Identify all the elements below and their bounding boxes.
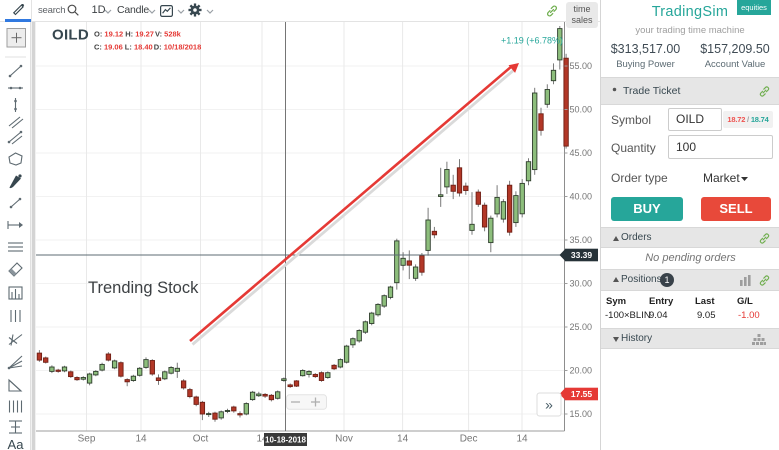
svg-text:+1.19 (+6.78%): +1.19 (+6.78%) xyxy=(501,36,563,46)
svg-text:25.00: 25.00 xyxy=(570,322,593,332)
svg-text:45.00: 45.00 xyxy=(570,148,593,158)
svg-text:30.00: 30.00 xyxy=(570,279,593,289)
svg-text:C: 19.06L: 18.40D: 10/18/2018: C: 19.06 L: 18.40D: 10/18/2018 xyxy=(94,43,201,52)
svg-text:»: » xyxy=(545,397,553,413)
svg-text:14: 14 xyxy=(516,434,528,445)
svg-text:20.00: 20.00 xyxy=(570,366,593,376)
svg-text:Oct: Oct xyxy=(193,434,209,445)
svg-text:50.00: 50.00 xyxy=(570,105,593,115)
svg-text:14: 14 xyxy=(397,434,409,445)
svg-text:Aa: Aa xyxy=(8,437,25,450)
svg-text:OILD: OILD xyxy=(52,27,89,44)
svg-text:Trending Stock: Trending Stock xyxy=(88,279,199,297)
svg-text:14: 14 xyxy=(135,434,147,445)
svg-text:17.55: 17.55 xyxy=(571,389,593,399)
svg-text:14: 14 xyxy=(256,434,268,445)
svg-text:15.00: 15.00 xyxy=(570,409,593,419)
svg-text:40.00: 40.00 xyxy=(570,192,593,202)
svg-text:33.39: 33.39 xyxy=(571,250,593,260)
svg-text:55.00: 55.00 xyxy=(570,61,593,71)
svg-text:10-18-2018: 10-18-2018 xyxy=(265,436,306,445)
svg-text:Dec: Dec xyxy=(460,434,478,445)
svg-text:35.00: 35.00 xyxy=(570,235,593,245)
svg-text:Sep: Sep xyxy=(78,434,96,445)
svg-text:O: 19.12H: 19.27V: 528k: O: 19.12 H: 19.27V: 528k xyxy=(94,30,182,39)
svg-text:Nov: Nov xyxy=(335,434,353,445)
